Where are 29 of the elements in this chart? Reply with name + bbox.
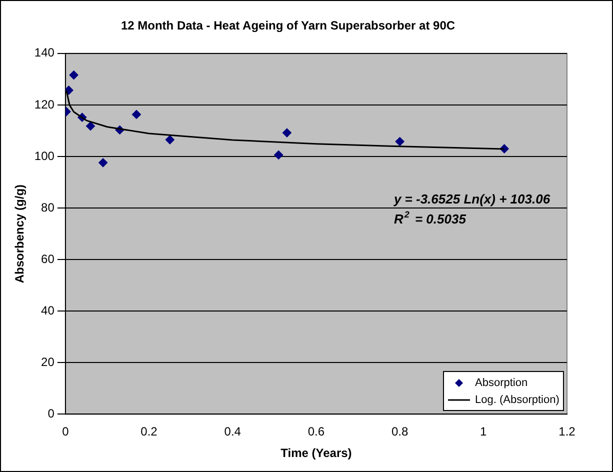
x-tick-label: 0.4	[224, 424, 242, 439]
y-tick-label: 100	[34, 148, 55, 163]
x-tick-label: 1	[480, 424, 488, 439]
x-tick-label: 0.8	[391, 424, 408, 439]
point	[132, 110, 141, 119]
point	[165, 135, 174, 144]
y-tick-label: 20	[41, 354, 55, 369]
x-tick-label: 0.6	[308, 424, 325, 439]
x-tick-label: 1.2	[558, 424, 576, 439]
y-tick-label: 140	[34, 46, 55, 60]
y-tick-label: 40	[41, 303, 55, 318]
y-axis-title: Absorbency (g/g)	[12, 184, 27, 284]
legend-label: Log. (Absorption)	[475, 394, 560, 406]
point	[69, 70, 78, 80]
y-tick-label: 80	[41, 200, 55, 214]
legend-label: Absorption	[475, 376, 528, 389]
point	[282, 128, 292, 138]
annotation: y = -3.6525 Ln(x) + 103.06	[392, 191, 551, 206]
point	[98, 158, 108, 168]
point	[86, 122, 95, 131]
point	[274, 150, 284, 160]
x-tick-label: 0.2	[140, 424, 158, 439]
x-tick-label: 0	[62, 424, 70, 439]
y-tick-label: 0	[48, 406, 55, 421]
y-tick-label: 120	[34, 97, 55, 112]
chart-title: 12 Month Data - Heat Ageing of Yarn Superabsorber at 90C	[120, 18, 456, 33]
x-axis-title: Time (Years)	[280, 446, 352, 460]
point	[395, 137, 404, 146]
y-tick-label: 60	[41, 252, 55, 266]
